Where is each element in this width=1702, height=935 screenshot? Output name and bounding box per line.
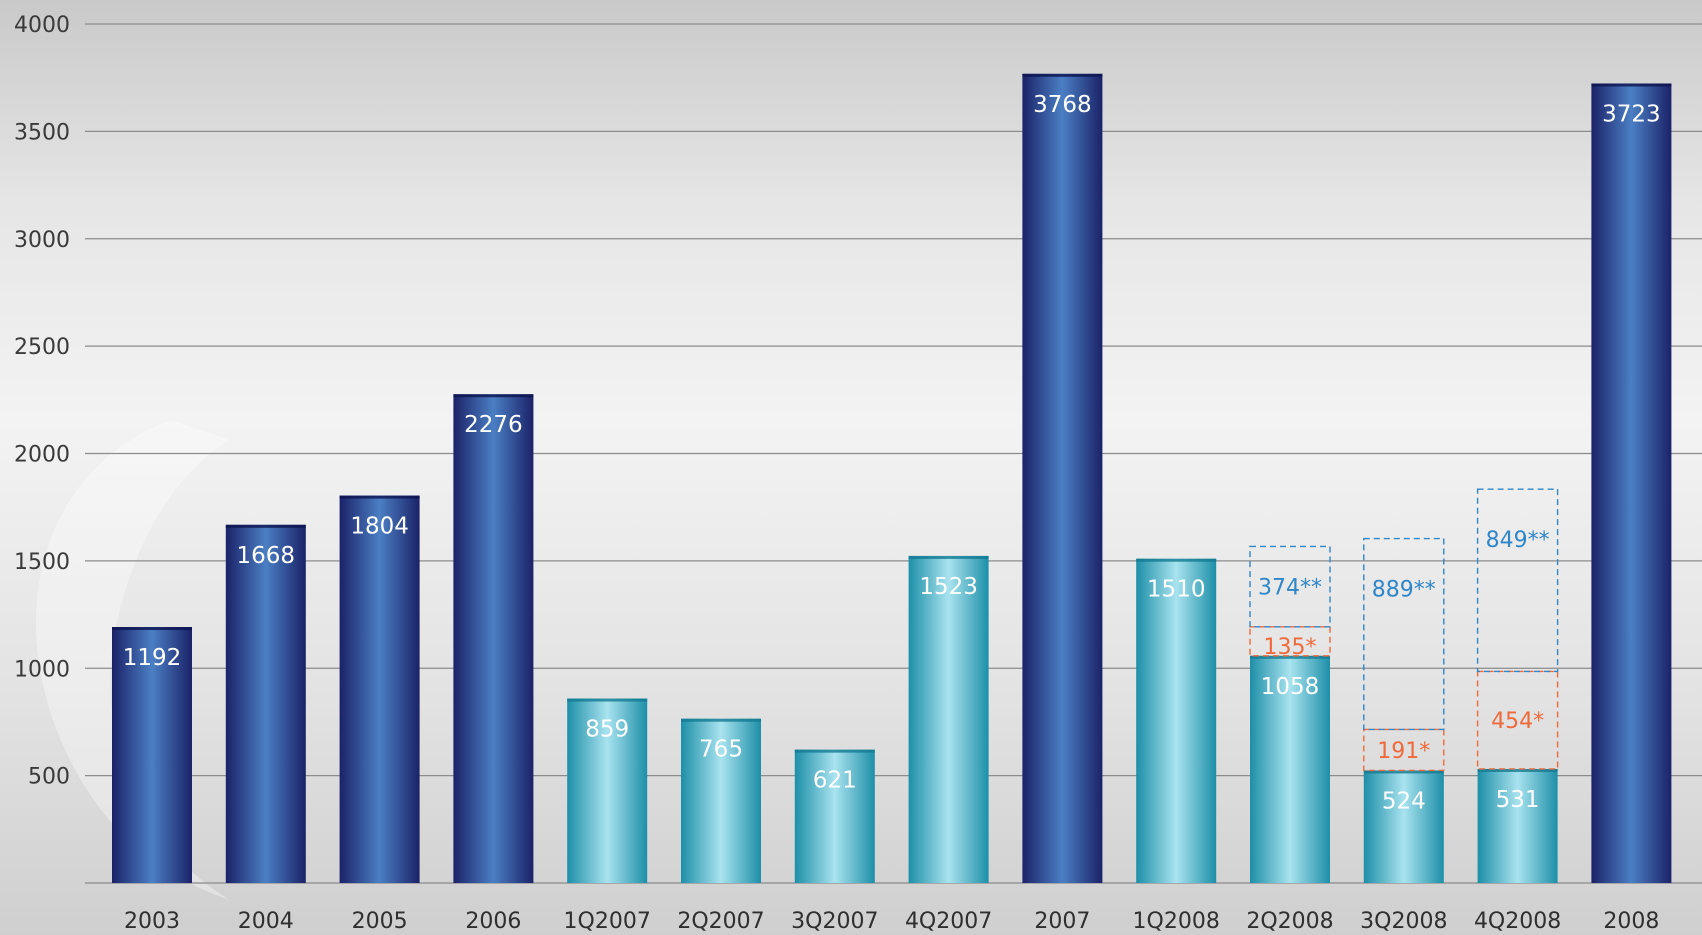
value-label: 531: [1496, 787, 1540, 813]
bar-top-edge: [567, 698, 648, 702]
x-tick-label: 4Q2008: [1474, 909, 1561, 934]
value-label: 2276: [464, 412, 523, 438]
outline-label: 889**: [1372, 578, 1436, 603]
bar-top-edge: [339, 495, 420, 499]
x-tick-label: 1Q2007: [564, 909, 651, 934]
outline-label: 191*: [1377, 739, 1430, 764]
bar-1Q2008: [1136, 558, 1217, 883]
x-tick-label: 2006: [465, 909, 521, 934]
x-tick-label: 2007: [1034, 909, 1090, 934]
value-label: 859: [585, 717, 629, 743]
value-label: 1668: [237, 543, 296, 569]
x-tick-label: 3Q2008: [1360, 909, 1447, 934]
value-label: 3768: [1033, 92, 1092, 118]
y-tick-label: 4000: [14, 13, 70, 38]
x-tick-label: 2004: [238, 909, 294, 934]
x-tick-label: 4Q2007: [905, 909, 992, 934]
y-tick-label: 2000: [14, 443, 70, 468]
bar-2Q2008: [1250, 655, 1330, 883]
bar-top-edge: [1022, 73, 1103, 77]
value-label: 3723: [1602, 101, 1661, 127]
bar-top-edge: [794, 749, 875, 753]
y-tick-label: 1000: [14, 657, 70, 682]
bar-top-edge: [225, 524, 306, 528]
x-tick-label: 2Q2007: [677, 909, 764, 934]
bar-top-edge: [1591, 83, 1672, 87]
y-tick-label: 2500: [14, 335, 70, 360]
bar-3Q2008: [1363, 770, 1444, 883]
value-label: 1510: [1147, 577, 1206, 603]
gridlines: 500 1000 1500 2000 2500 3000 3500 4000: [14, 13, 1702, 790]
bar-2004: [225, 524, 306, 883]
x-tick-label: 2005: [352, 909, 408, 934]
bar-top-edge: [1250, 655, 1330, 659]
x-tick-label: 1Q2008: [1133, 909, 1220, 934]
value-label: 1523: [919, 574, 978, 600]
value-label: 1058: [1261, 674, 1320, 700]
bar-2007: [1022, 73, 1103, 883]
outline-label: 849**: [1486, 528, 1550, 553]
bar-3Q2007: [794, 749, 875, 883]
outline-label: 454*: [1491, 709, 1544, 734]
bar-2005: [339, 495, 420, 883]
background-swirl: [35, 420, 230, 900]
y-tick-label: 3500: [14, 120, 70, 145]
value-label: 621: [813, 768, 857, 794]
y-tick-label: 3000: [14, 228, 70, 253]
value-label: 1192: [123, 645, 182, 671]
x-tick-label: 2008: [1603, 909, 1659, 934]
bar-top-edge: [1136, 558, 1217, 562]
outline-segment-2Q2008: [1249, 545, 1331, 628]
bar-2008: [1591, 83, 1672, 884]
outline-label: 374**: [1258, 576, 1322, 601]
value-label: 1804: [350, 514, 409, 540]
bar-4Q2008: [1477, 768, 1558, 883]
bar-top-edge: [112, 627, 192, 631]
bar-2003: [112, 627, 192, 883]
bar-top-edge: [1363, 770, 1444, 774]
bar-top-edge: [453, 394, 534, 398]
outline-segment-3Q2008: [1363, 537, 1445, 731]
value-label: 765: [699, 737, 743, 763]
bar-2006: [453, 394, 534, 883]
bar-4Q2007: [908, 555, 989, 883]
bar-top-edge: [681, 718, 761, 722]
outline-segment-4Q2008: [1476, 488, 1559, 673]
x-tick-label: 3Q2007: [791, 909, 878, 934]
bar-top-edge: [1477, 768, 1558, 772]
value-label: 524: [1382, 788, 1426, 814]
bar-top-edge: [908, 555, 989, 559]
bar-2Q2007: [681, 718, 761, 883]
y-tick-label: 1500: [14, 550, 70, 575]
bars: 1192 1668 1804 2276 859 765 621 1523 3768 1510 105…: [112, 73, 1672, 884]
outline-label: 135*: [1264, 635, 1317, 660]
stacked-outlines: 135* 374** 191* 889** 454* 849**: [1249, 488, 1559, 772]
x-tick-label: 2003: [124, 909, 180, 934]
y-tick-label: 500: [28, 765, 70, 790]
x-tick-label: 2Q2008: [1246, 909, 1333, 934]
bar-1Q2007: [567, 698, 648, 883]
